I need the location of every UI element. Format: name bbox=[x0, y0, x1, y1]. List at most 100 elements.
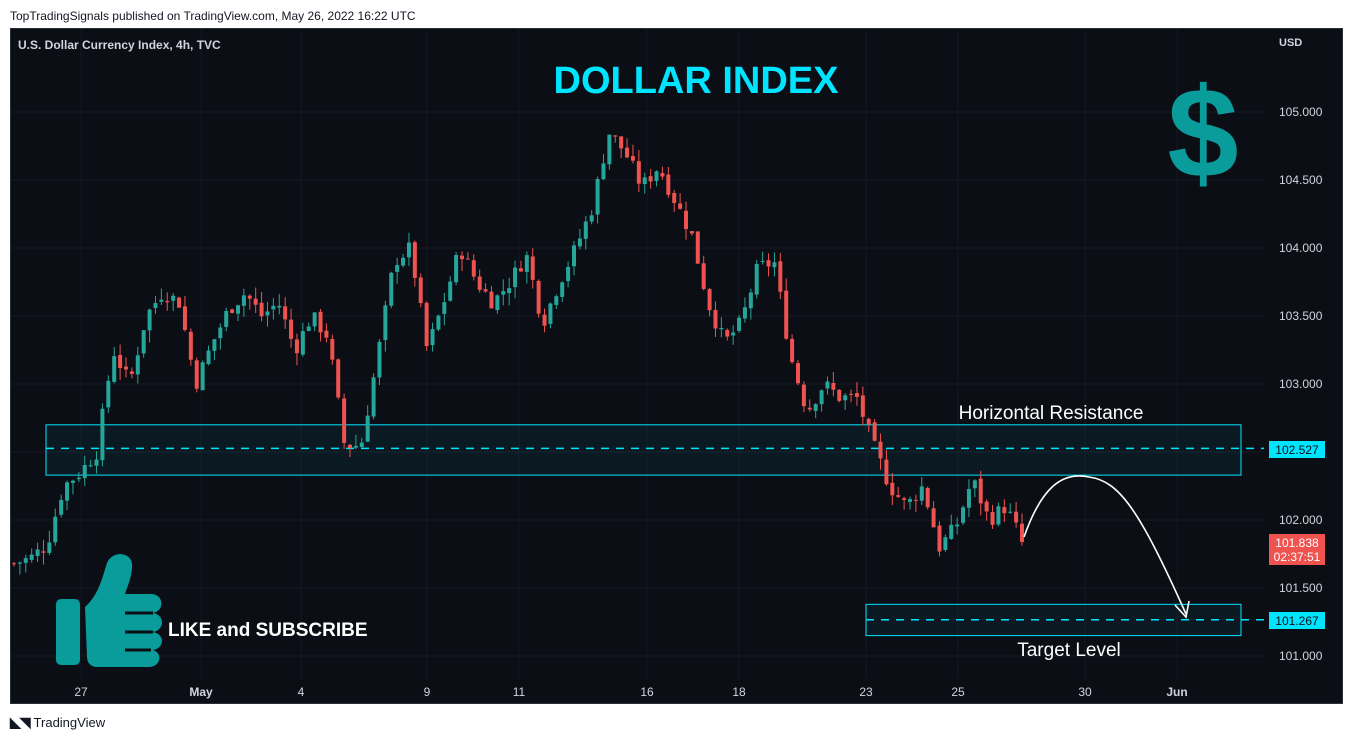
candle bbox=[937, 521, 942, 557]
candle bbox=[908, 496, 912, 510]
candle bbox=[990, 504, 995, 529]
y-tick-label: 101.000 bbox=[1279, 649, 1323, 663]
candle bbox=[919, 477, 924, 506]
candle bbox=[630, 144, 635, 164]
candle bbox=[1014, 501, 1019, 528]
forecast-arrow-head bbox=[1174, 600, 1190, 619]
candle bbox=[135, 346, 140, 384]
candle bbox=[813, 403, 818, 419]
candle bbox=[495, 294, 500, 314]
candle bbox=[996, 502, 1001, 527]
candle bbox=[1020, 513, 1024, 546]
tradingview-logo-icon: ◣◥ bbox=[10, 714, 31, 730]
candle bbox=[966, 479, 971, 518]
candle bbox=[330, 334, 335, 365]
candle bbox=[88, 459, 93, 468]
candle bbox=[713, 301, 718, 337]
candle bbox=[854, 381, 859, 406]
symbol-title: U.S. Dollar Currency Index, 4h, TVC bbox=[18, 38, 221, 52]
candle bbox=[188, 328, 193, 366]
candle bbox=[737, 314, 742, 334]
candle bbox=[884, 449, 889, 486]
y-tick-label: 103.000 bbox=[1279, 377, 1323, 391]
candle bbox=[825, 376, 830, 395]
candle bbox=[436, 314, 441, 332]
resistance-zone bbox=[45, 424, 1242, 476]
price-chart[interactable]: 105.000 104.500 104.000 103.500 103.000 102.5… bbox=[11, 29, 1343, 704]
candle bbox=[412, 240, 417, 287]
candle bbox=[171, 292, 176, 311]
dollar-icon: $ bbox=[1167, 62, 1238, 205]
candle bbox=[147, 308, 152, 343]
thumbs-up-icon bbox=[56, 554, 162, 667]
y-tick-label: 105.000 bbox=[1279, 105, 1323, 119]
candle bbox=[684, 201, 688, 240]
candle bbox=[312, 312, 317, 332]
x-tick-label: 18 bbox=[732, 685, 746, 699]
candle bbox=[65, 480, 70, 511]
candle bbox=[548, 302, 553, 329]
footer-brand-text: TradingView bbox=[33, 715, 106, 730]
candle bbox=[294, 333, 299, 366]
candle bbox=[182, 296, 187, 332]
candle bbox=[666, 166, 671, 198]
candle bbox=[100, 403, 105, 467]
candle bbox=[672, 190, 677, 212]
candle bbox=[931, 500, 936, 528]
x-tick-label: 25 bbox=[951, 685, 965, 699]
candle bbox=[47, 530, 52, 556]
candle bbox=[118, 344, 123, 380]
like-subscribe-text: LIKE and SUBSCRIBE bbox=[168, 620, 368, 641]
candle bbox=[206, 345, 211, 366]
candle bbox=[318, 308, 323, 342]
candle bbox=[283, 297, 288, 329]
candle bbox=[577, 228, 582, 250]
candle bbox=[430, 322, 435, 352]
candle bbox=[536, 279, 541, 318]
candle bbox=[306, 322, 311, 332]
candle bbox=[660, 166, 665, 180]
svg-text:101.838: 101.838 bbox=[1275, 536, 1319, 550]
candle bbox=[359, 437, 364, 448]
candle bbox=[955, 517, 960, 535]
candle bbox=[961, 505, 966, 526]
candle bbox=[483, 283, 488, 293]
candle bbox=[465, 252, 470, 260]
candle bbox=[595, 176, 600, 224]
candle bbox=[766, 253, 771, 277]
candle bbox=[978, 470, 983, 516]
candle bbox=[701, 255, 706, 291]
target-price-badge: 101.267 bbox=[1269, 612, 1325, 629]
candle bbox=[1008, 503, 1013, 514]
resistance-price-badge: 102.527 bbox=[1269, 441, 1325, 458]
candle bbox=[17, 561, 22, 575]
candle bbox=[477, 269, 482, 293]
currency-label: USD bbox=[1279, 37, 1302, 49]
target-label: Target Level bbox=[1017, 640, 1121, 661]
candle bbox=[902, 496, 907, 510]
candle bbox=[300, 322, 305, 357]
candle bbox=[371, 373, 376, 420]
candle bbox=[689, 230, 694, 236]
candle bbox=[224, 307, 229, 332]
candle bbox=[778, 252, 783, 300]
candle bbox=[271, 298, 276, 320]
chart-panel[interactable]: 105.000 104.500 104.000 103.500 103.000 102.5… bbox=[10, 28, 1343, 704]
resistance-label: Horizontal Resistance bbox=[959, 403, 1144, 424]
candle bbox=[524, 251, 529, 284]
candle bbox=[389, 271, 394, 309]
candle bbox=[289, 308, 294, 348]
candle bbox=[984, 499, 989, 521]
candle bbox=[719, 317, 724, 338]
candle bbox=[837, 389, 842, 403]
candle bbox=[383, 300, 388, 352]
candle bbox=[760, 251, 765, 265]
candle bbox=[678, 193, 683, 210]
y-tick-label: 103.500 bbox=[1279, 309, 1323, 323]
x-tick-label: 11 bbox=[513, 685, 526, 699]
candle bbox=[607, 134, 612, 170]
candle bbox=[554, 294, 559, 309]
candle bbox=[212, 339, 217, 361]
candle bbox=[949, 514, 954, 540]
candle bbox=[866, 417, 871, 433]
